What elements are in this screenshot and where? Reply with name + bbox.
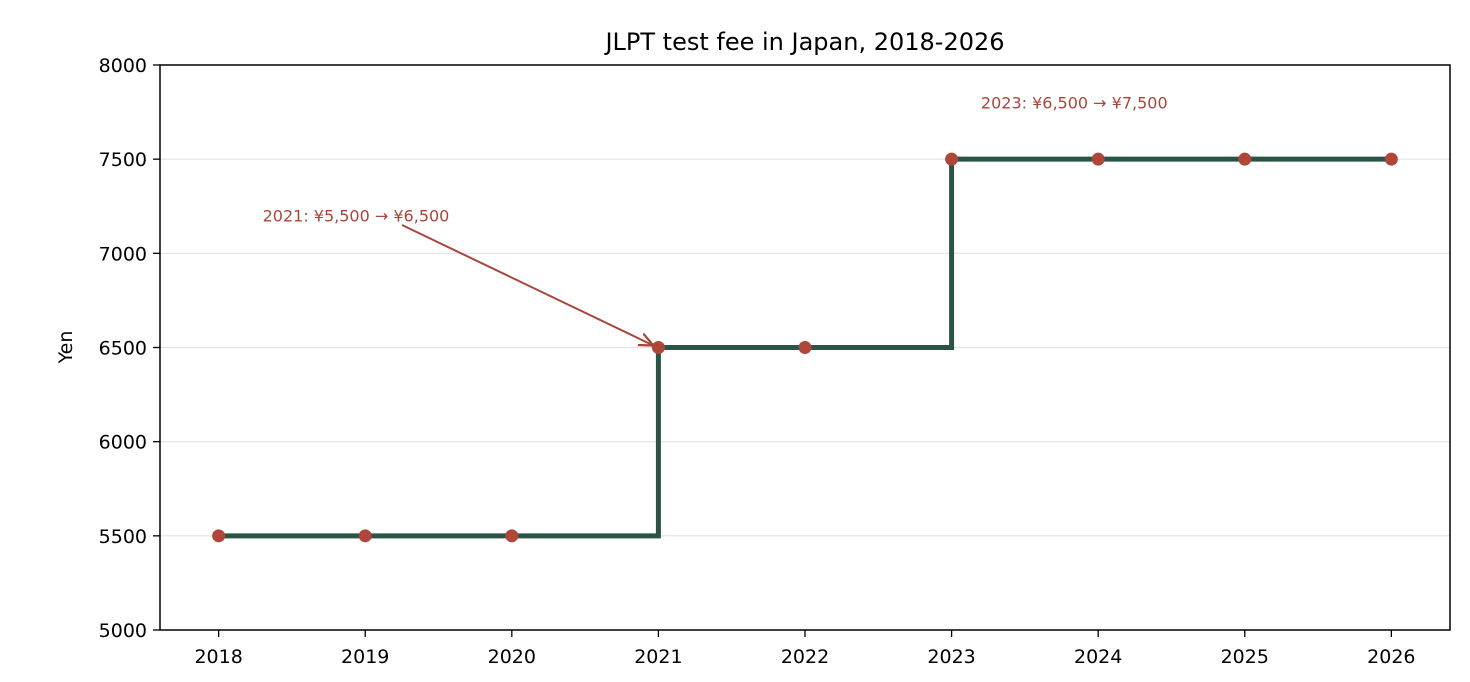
y-tick-label: 5500 <box>99 526 147 548</box>
y-axis-ticks: 5000 5500 6000 6500 7000 7500 8000 <box>99 55 160 642</box>
chart-title: JLPT test fee in Japan, 2018-2026 <box>603 28 1004 56</box>
y-tick-label: 6500 <box>99 338 147 360</box>
data-point <box>945 152 959 166</box>
x-tick-label: 2019 <box>341 646 389 668</box>
data-point <box>358 529 372 543</box>
x-tick-label: 2026 <box>1367 646 1415 668</box>
y-tick-label: 8000 <box>99 55 147 77</box>
y-axis-label: Yen <box>55 331 77 365</box>
annotation-arrow <box>401 224 653 346</box>
x-tick-label: 2022 <box>781 646 829 668</box>
data-point <box>798 341 812 354</box>
data-point <box>1091 152 1105 166</box>
data-point <box>1238 152 1252 166</box>
x-tick-label: 2025 <box>1221 646 1269 668</box>
data-points <box>212 152 1398 543</box>
x-tick-label: 2021 <box>634 646 682 668</box>
data-point <box>505 529 519 543</box>
y-tick-label: 7000 <box>99 243 147 265</box>
y-tick-label: 6000 <box>99 432 147 454</box>
x-tick-label: 2023 <box>927 646 975 668</box>
annotations: 2021: ¥5,500 → ¥6,500 2023: ¥6,500 → ¥7,5… <box>263 94 1168 346</box>
data-point <box>212 529 226 543</box>
data-point <box>1384 152 1398 166</box>
annotation-label: 2021: ¥5,500 → ¥6,500 <box>263 207 450 226</box>
data-point <box>651 341 665 354</box>
x-tick-label: 2024 <box>1074 646 1122 668</box>
x-tick-label: 2018 <box>194 646 242 668</box>
annotation-label: 2023: ¥6,500 → ¥7,500 <box>981 94 1168 113</box>
y-tick-label: 7500 <box>99 149 147 171</box>
y-tick-label: 5000 <box>99 620 147 642</box>
x-tick-label: 2020 <box>488 646 536 668</box>
x-axis-ticks: 2018 2019 2020 2021 2022 2023 2024 2025 2026 <box>194 630 1416 668</box>
